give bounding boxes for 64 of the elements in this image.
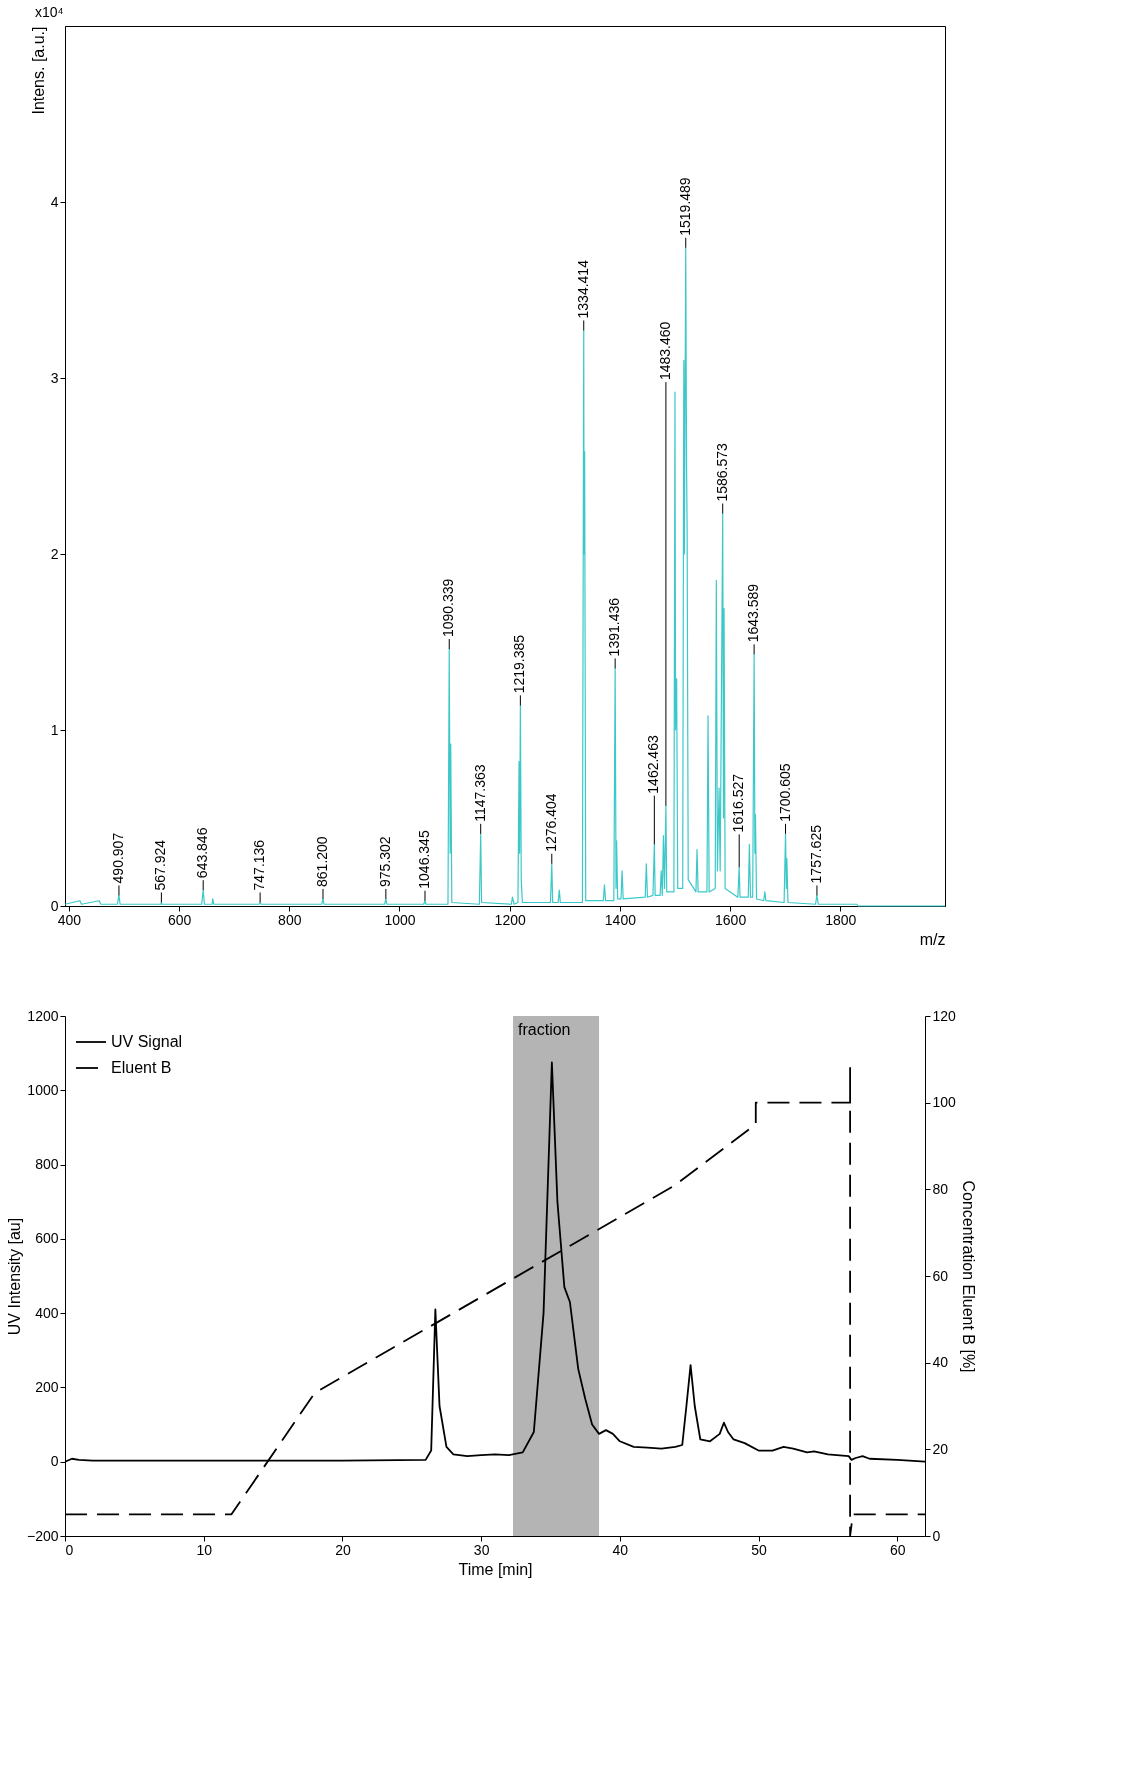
y-tick-label: 400 xyxy=(35,1304,59,1321)
y-tick-label: 1 xyxy=(50,721,59,738)
annotation: 975.302 xyxy=(376,836,393,887)
annotation: 747.136 xyxy=(251,839,268,891)
y-axis-title: Intens. [a.u.] xyxy=(29,26,47,115)
annotation: 1391.436 xyxy=(606,597,623,657)
x-tick-label: 0 xyxy=(65,1541,74,1558)
x-tick-label: 800 xyxy=(278,911,302,928)
y-tick-label: 800 xyxy=(35,1156,59,1173)
y2-tick-label: 0 xyxy=(932,1527,941,1544)
y-axis-title: UV Intensity [au] xyxy=(5,1217,23,1336)
x-tick-label: 30 xyxy=(473,1541,490,1558)
y-tick-label: −200 xyxy=(26,1527,59,1544)
annotation: 1334.414 xyxy=(574,259,591,319)
x-tick-label: 1000 xyxy=(384,911,416,928)
annotation: 1757.625 xyxy=(807,824,824,884)
annotation: 1616.527 xyxy=(730,773,747,833)
x-tick-label: 40 xyxy=(612,1541,629,1558)
annotation: 1219.385 xyxy=(511,634,528,694)
x-tick-label: 60 xyxy=(889,1541,906,1558)
x-axis-title: m/z xyxy=(919,930,946,948)
annotation: 643.846 xyxy=(194,827,211,879)
annotation: 1462.463 xyxy=(645,735,662,794)
annotation: 861.200 xyxy=(313,836,330,887)
annotation: 567.924 xyxy=(152,839,169,891)
y2-tick-label: 120 xyxy=(932,1007,957,1024)
annotation: 1147.363 xyxy=(471,764,488,822)
x-tick-label: 50 xyxy=(751,1541,768,1558)
y-tick-label: 0 xyxy=(50,1453,59,1470)
x-tick-label: 20 xyxy=(335,1541,351,1558)
x-tick-label: 1800 xyxy=(825,911,857,928)
legend-label: UV Signal xyxy=(111,1033,183,1050)
annotation: 1519.489 xyxy=(676,177,693,236)
x-tick-label: 1400 xyxy=(604,911,637,928)
text: x10⁴ xyxy=(35,4,64,20)
annotation: 1483.460 xyxy=(656,321,673,381)
y2-tick-label: 40 xyxy=(932,1354,949,1371)
y-tick-label: 600 xyxy=(35,1230,59,1247)
y2-tick-label: 80 xyxy=(932,1180,949,1197)
y-tick-label: 1200 xyxy=(27,1007,59,1024)
annotation: 1643.589 xyxy=(745,583,762,643)
x-axis-title: Time [min] xyxy=(458,1560,533,1578)
band-label: fraction xyxy=(518,1021,571,1038)
annotation: 490.907 xyxy=(109,832,126,884)
annotation: 1046.345 xyxy=(415,830,432,889)
x-tick-label: 1200 xyxy=(494,911,526,928)
x-tick-label: 10 xyxy=(196,1541,213,1558)
x-tick-label: 600 xyxy=(167,911,192,928)
y-tick-label: 3 xyxy=(50,369,59,386)
y-tick-label: 1000 xyxy=(27,1081,59,1098)
y2-tick-label: 100 xyxy=(932,1094,957,1111)
annotation: 1276.404 xyxy=(542,793,559,852)
y-tick-label: 2 xyxy=(50,545,59,562)
y2-tick-label: 20 xyxy=(932,1440,949,1457)
y-tick-label: 4 xyxy=(50,193,59,210)
y2-axis-title: Concentration Eluent B [%] xyxy=(959,1180,977,1373)
annotation: 1700.605 xyxy=(776,763,793,822)
y2-tick-label: 60 xyxy=(932,1267,949,1284)
x-tick-label: 1600 xyxy=(715,911,747,928)
annotation: 1090.339 xyxy=(440,578,457,638)
annotation: 1586.573 xyxy=(713,442,730,502)
legend-label: Eluent B xyxy=(111,1059,172,1076)
y-tick-label: 0 xyxy=(50,897,59,914)
y-tick-label: 200 xyxy=(35,1378,59,1395)
